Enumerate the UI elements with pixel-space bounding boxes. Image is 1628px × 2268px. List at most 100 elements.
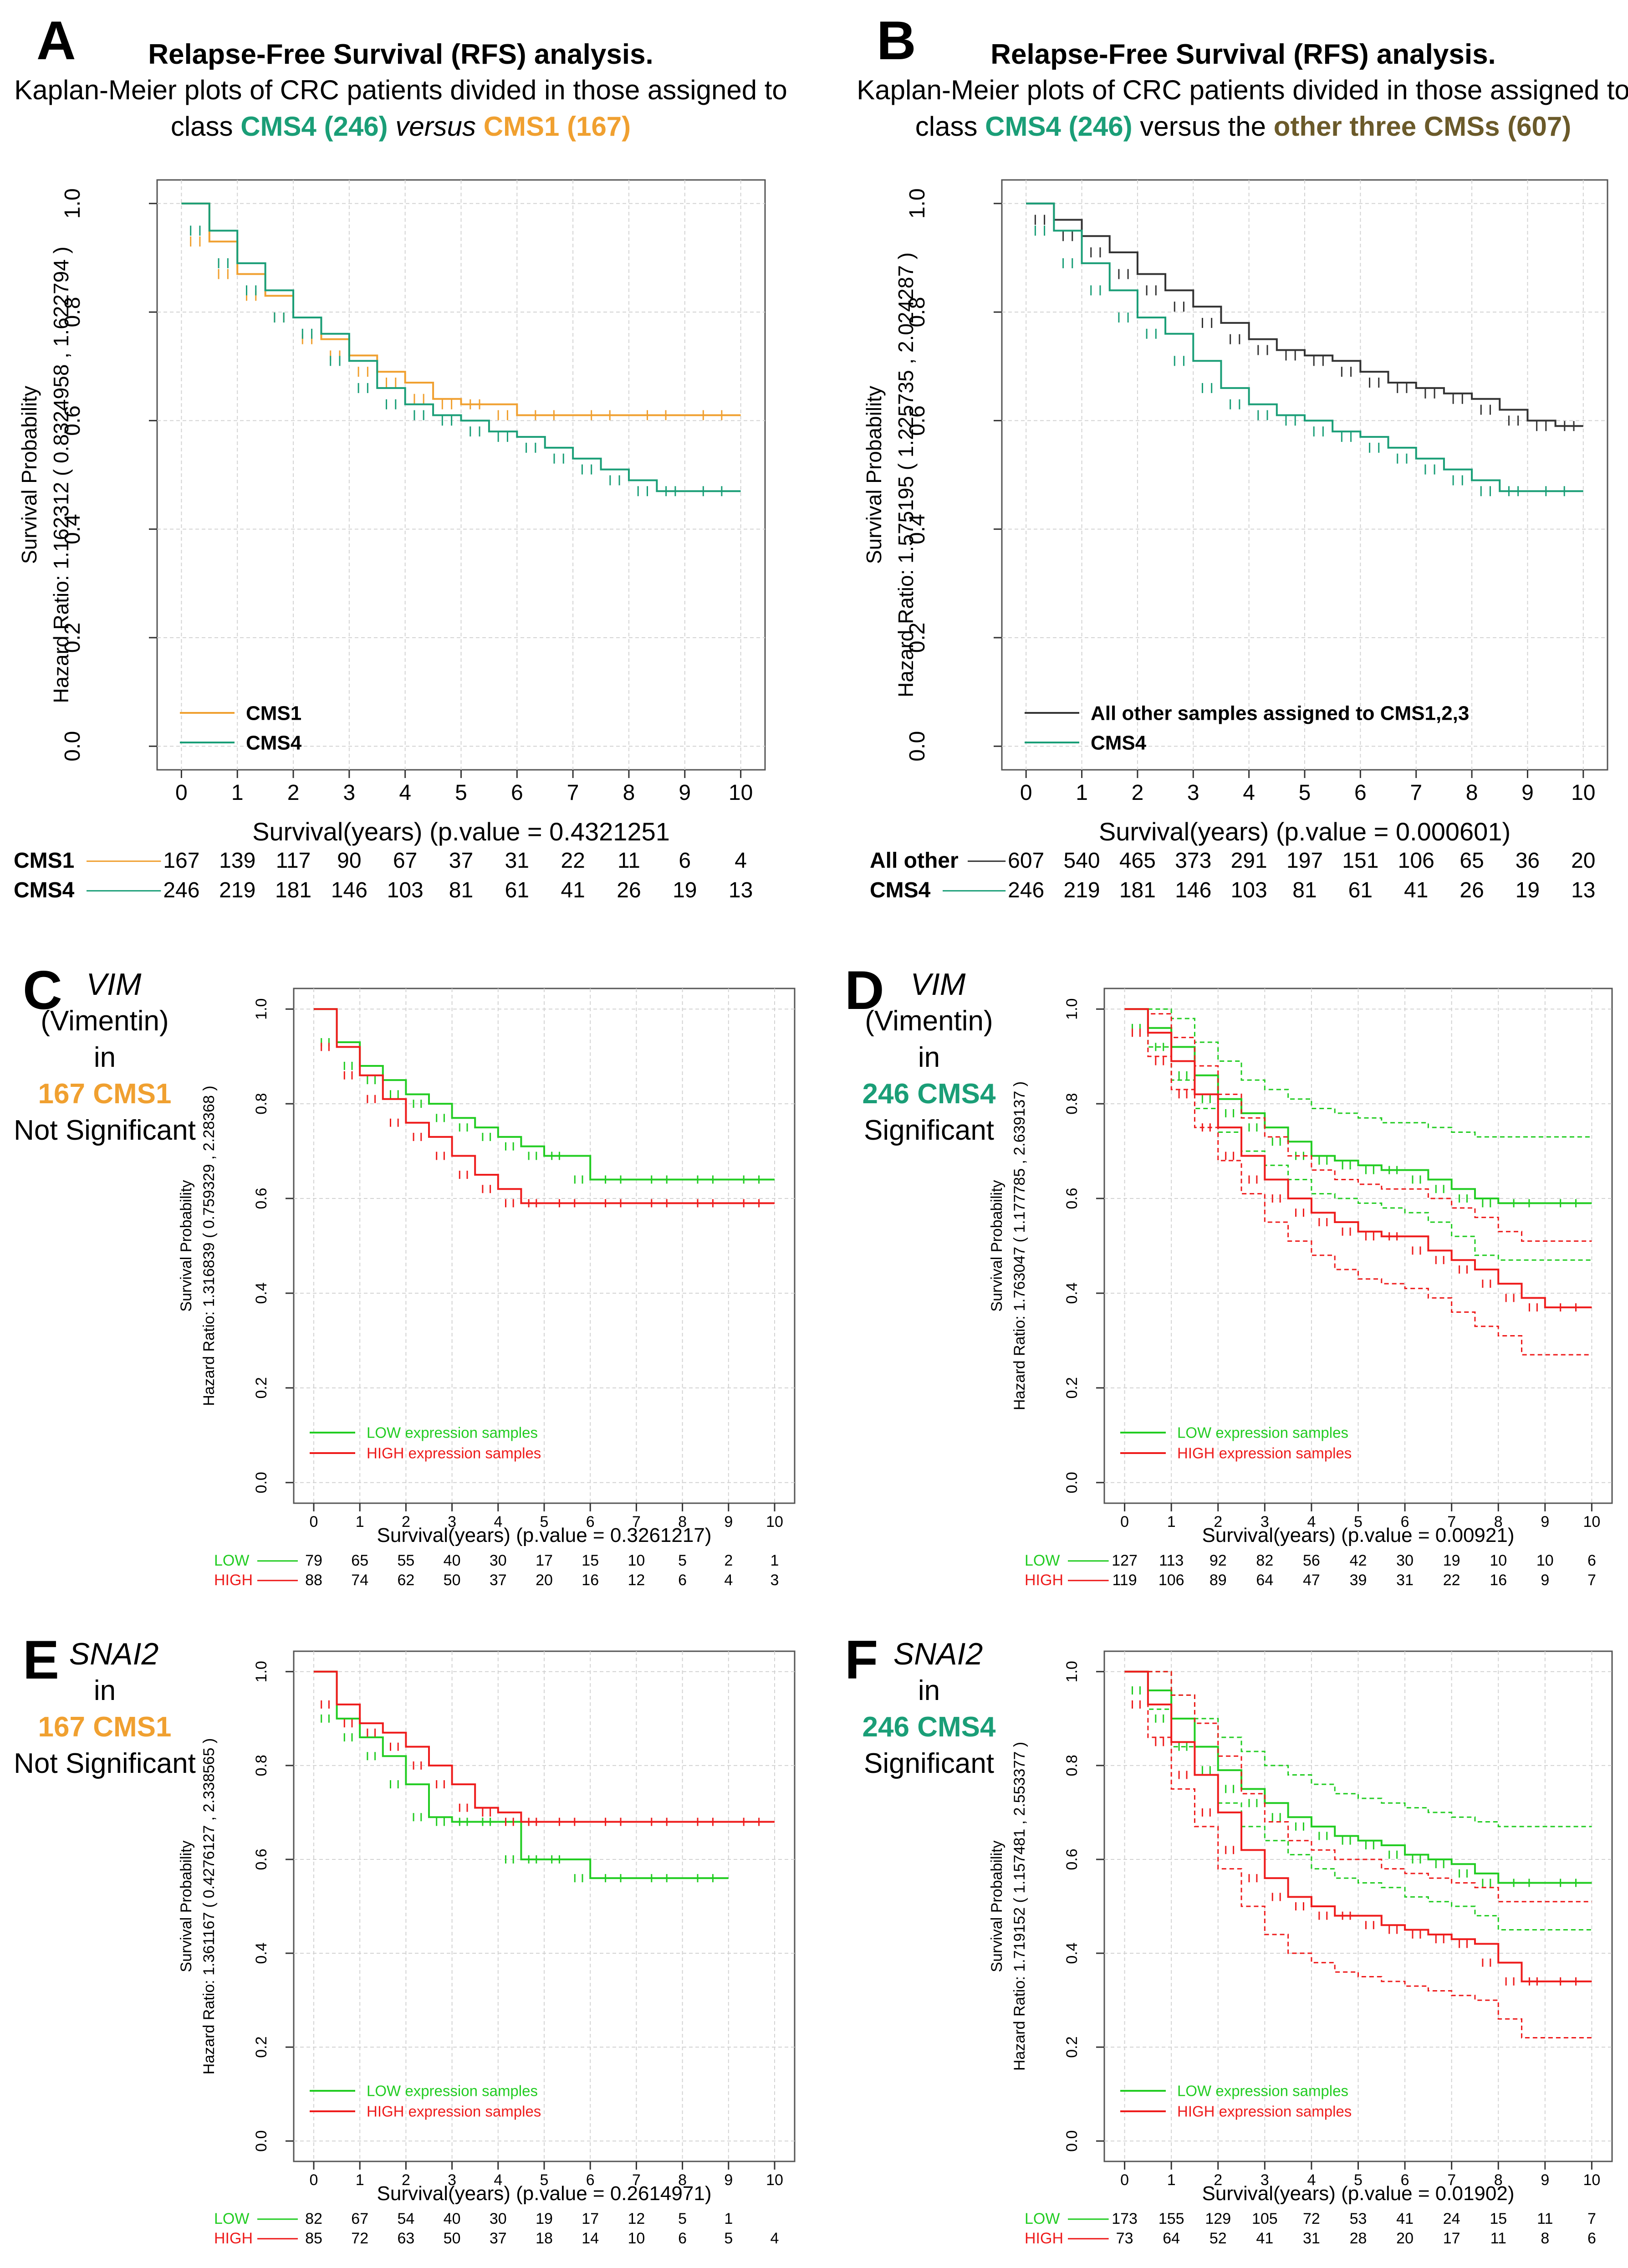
risk-table-value: 465 [1119,849,1156,873]
risk-table-value: 39 [1350,1572,1367,1589]
x-tick-label: 5 [455,781,467,805]
risk-table-label: LOW [1025,2210,1060,2227]
x-tick-label: 5 [540,2171,549,2189]
y-tick-label: 1.0 [905,188,929,219]
y-tick-label: 0.8 [253,1093,270,1114]
risk-table-value: 89 [1210,1572,1227,1589]
risk-table-value: 113 [1159,1552,1184,1569]
risk-table-value: 41 [1396,2210,1414,2227]
risk-table-value: 10 [628,2230,645,2247]
x-tick-label: 0 [1120,2171,1129,2189]
x-tick-label: 1 [1167,2171,1176,2189]
y-tick-label: 0.0 [253,1472,270,1493]
panel-a-subtitle-2: class CMS4 (246) versus CMS1 (167) [171,111,631,142]
panel-a-subtitle-prefix: class [171,111,240,142]
risk-table-value: 24 [1443,2210,1460,2227]
risk-table-value: 19 [1443,1552,1460,1569]
risk-table-value: 64 [1256,1572,1273,1589]
panel-b-letter: B [877,10,916,71]
risk-table-value: 79 [305,1552,322,1569]
x-tick-label: 0 [1120,1513,1129,1531]
x-tick-label: 0 [175,781,188,805]
risk-table-label: HIGH [214,1572,253,1589]
y-tick-label: 0.0 [253,2130,270,2152]
risk-table-value: 127 [1112,1552,1138,1569]
x-tick-label: 10 [1583,2171,1600,2189]
risk-table-value: 9 [1541,1572,1549,1589]
x-tick-label: 4 [1307,2171,1316,2189]
risk-table-value: 40 [444,1552,461,1569]
risk-table-label: CMS4 [14,878,75,902]
y-tick-label: 1.0 [253,1661,270,1682]
x-tick-label: 9 [1541,1513,1549,1531]
legend-label: HIGH expression samples [367,2103,541,2120]
y-tick-label: 0.6 [61,405,85,436]
hazard-ratio-label: Hazard Ratio: 1.575195 ( 1.225735 , 2.02… [894,252,918,697]
panel-e-letter: E [23,1629,59,1690]
panel-c-in: in [93,1042,116,1073]
panel-b-subtitle-other: other three CMSs (607) [1274,111,1572,142]
risk-table-value: 19 [673,878,697,902]
x-tick-label: 1 [231,781,244,805]
y-axis-label: Survival Probability [17,386,41,564]
legend-label: CMS4 [1091,732,1147,754]
risk-table-value: 85 [305,2230,322,2247]
x-tick-label: 7 [1410,781,1422,805]
panel-b-subtitle-mid: versus the [1133,111,1274,142]
risk-table-value: 62 [397,1572,414,1589]
survival-curve [1026,202,1583,492]
panel-a-subtitle-cms4: CMS4 (246) [240,111,388,142]
risk-table-label: LOW [214,1552,249,1569]
survival-curve [314,1008,775,1181]
risk-table-value: 146 [1175,878,1211,902]
y-tick-label: 0.2 [253,1377,270,1398]
panel-c-caption: VIM (Vimentin) in 167 CMS1 Not Significa… [0,966,209,1149]
panel-e-significance: Not Significant [14,1748,196,1779]
x-tick-label: 1 [1167,1513,1176,1531]
risk-table-value: 246 [163,878,199,902]
risk-table-value: 155 [1158,2210,1184,2227]
risk-table-value: 30 [490,2210,507,2227]
risk-table-label: HIGH [1025,1572,1063,1589]
risk-table-value: 173 [1112,2210,1138,2227]
x-tick-label: 6 [1401,1513,1409,1531]
panel-f-in: in [918,1675,940,1706]
x-tick-label: 2 [1214,2171,1222,2189]
y-tick-label: 0.0 [61,731,85,762]
risk-table-value: 373 [1175,849,1211,873]
panel-c-cohort: 167 CMS1 [38,1078,172,1110]
risk-table-value: 5 [678,1552,687,1569]
risk-table-value: 14 [582,2230,599,2247]
x-tick-label: 6 [511,781,523,805]
survival-curve [1124,1670,1592,1982]
risk-table-value: 291 [1231,849,1267,873]
x-tick-label: 3 [1261,2171,1269,2189]
risk-table-value: 37 [449,849,473,873]
risk-table-value: 54 [397,2210,414,2227]
legend-label: LOW expression samples [1177,1424,1348,1441]
y-tick-label: 0.4 [253,1942,270,1964]
risk-table-value: 10 [628,1552,645,1569]
risk-table-value: 11 [1537,2210,1553,2227]
panel-f-cohort: 246 CMS4 [862,1711,996,1743]
y-tick-label: 0.8 [905,297,929,328]
risk-table-value: 181 [1119,878,1156,902]
y-axis-label: Survival Probability [178,1840,195,1972]
x-tick-label: 2 [287,781,300,805]
risk-table-value: 1 [771,1552,779,1569]
x-tick-label: 5 [1354,1513,1363,1531]
x-tick-label: 0 [310,1513,318,1531]
panel-a-subtitle: Kaplan-Meier plots of CRC patients divid… [14,75,787,105]
y-tick-label: 0.2 [253,2036,270,2058]
x-tick-label: 7 [632,2171,641,2189]
y-axis-label: Survival Probability [178,1180,195,1311]
risk-table-value: 117 [276,849,311,873]
risk-table-value: 31 [1303,2230,1320,2247]
risk-table-value: 50 [444,1572,461,1589]
risk-table-label: HIGH [214,2230,253,2247]
legend-label: CMS1 [246,702,301,724]
hazard-ratio-label: Hazard Ratio: 1.162312 ( 0.8324958 , 1.6… [49,246,73,703]
risk-table-value: 3 [771,1572,779,1589]
risk-table-value: 31 [505,849,529,873]
risk-table-label: All other [870,849,959,873]
